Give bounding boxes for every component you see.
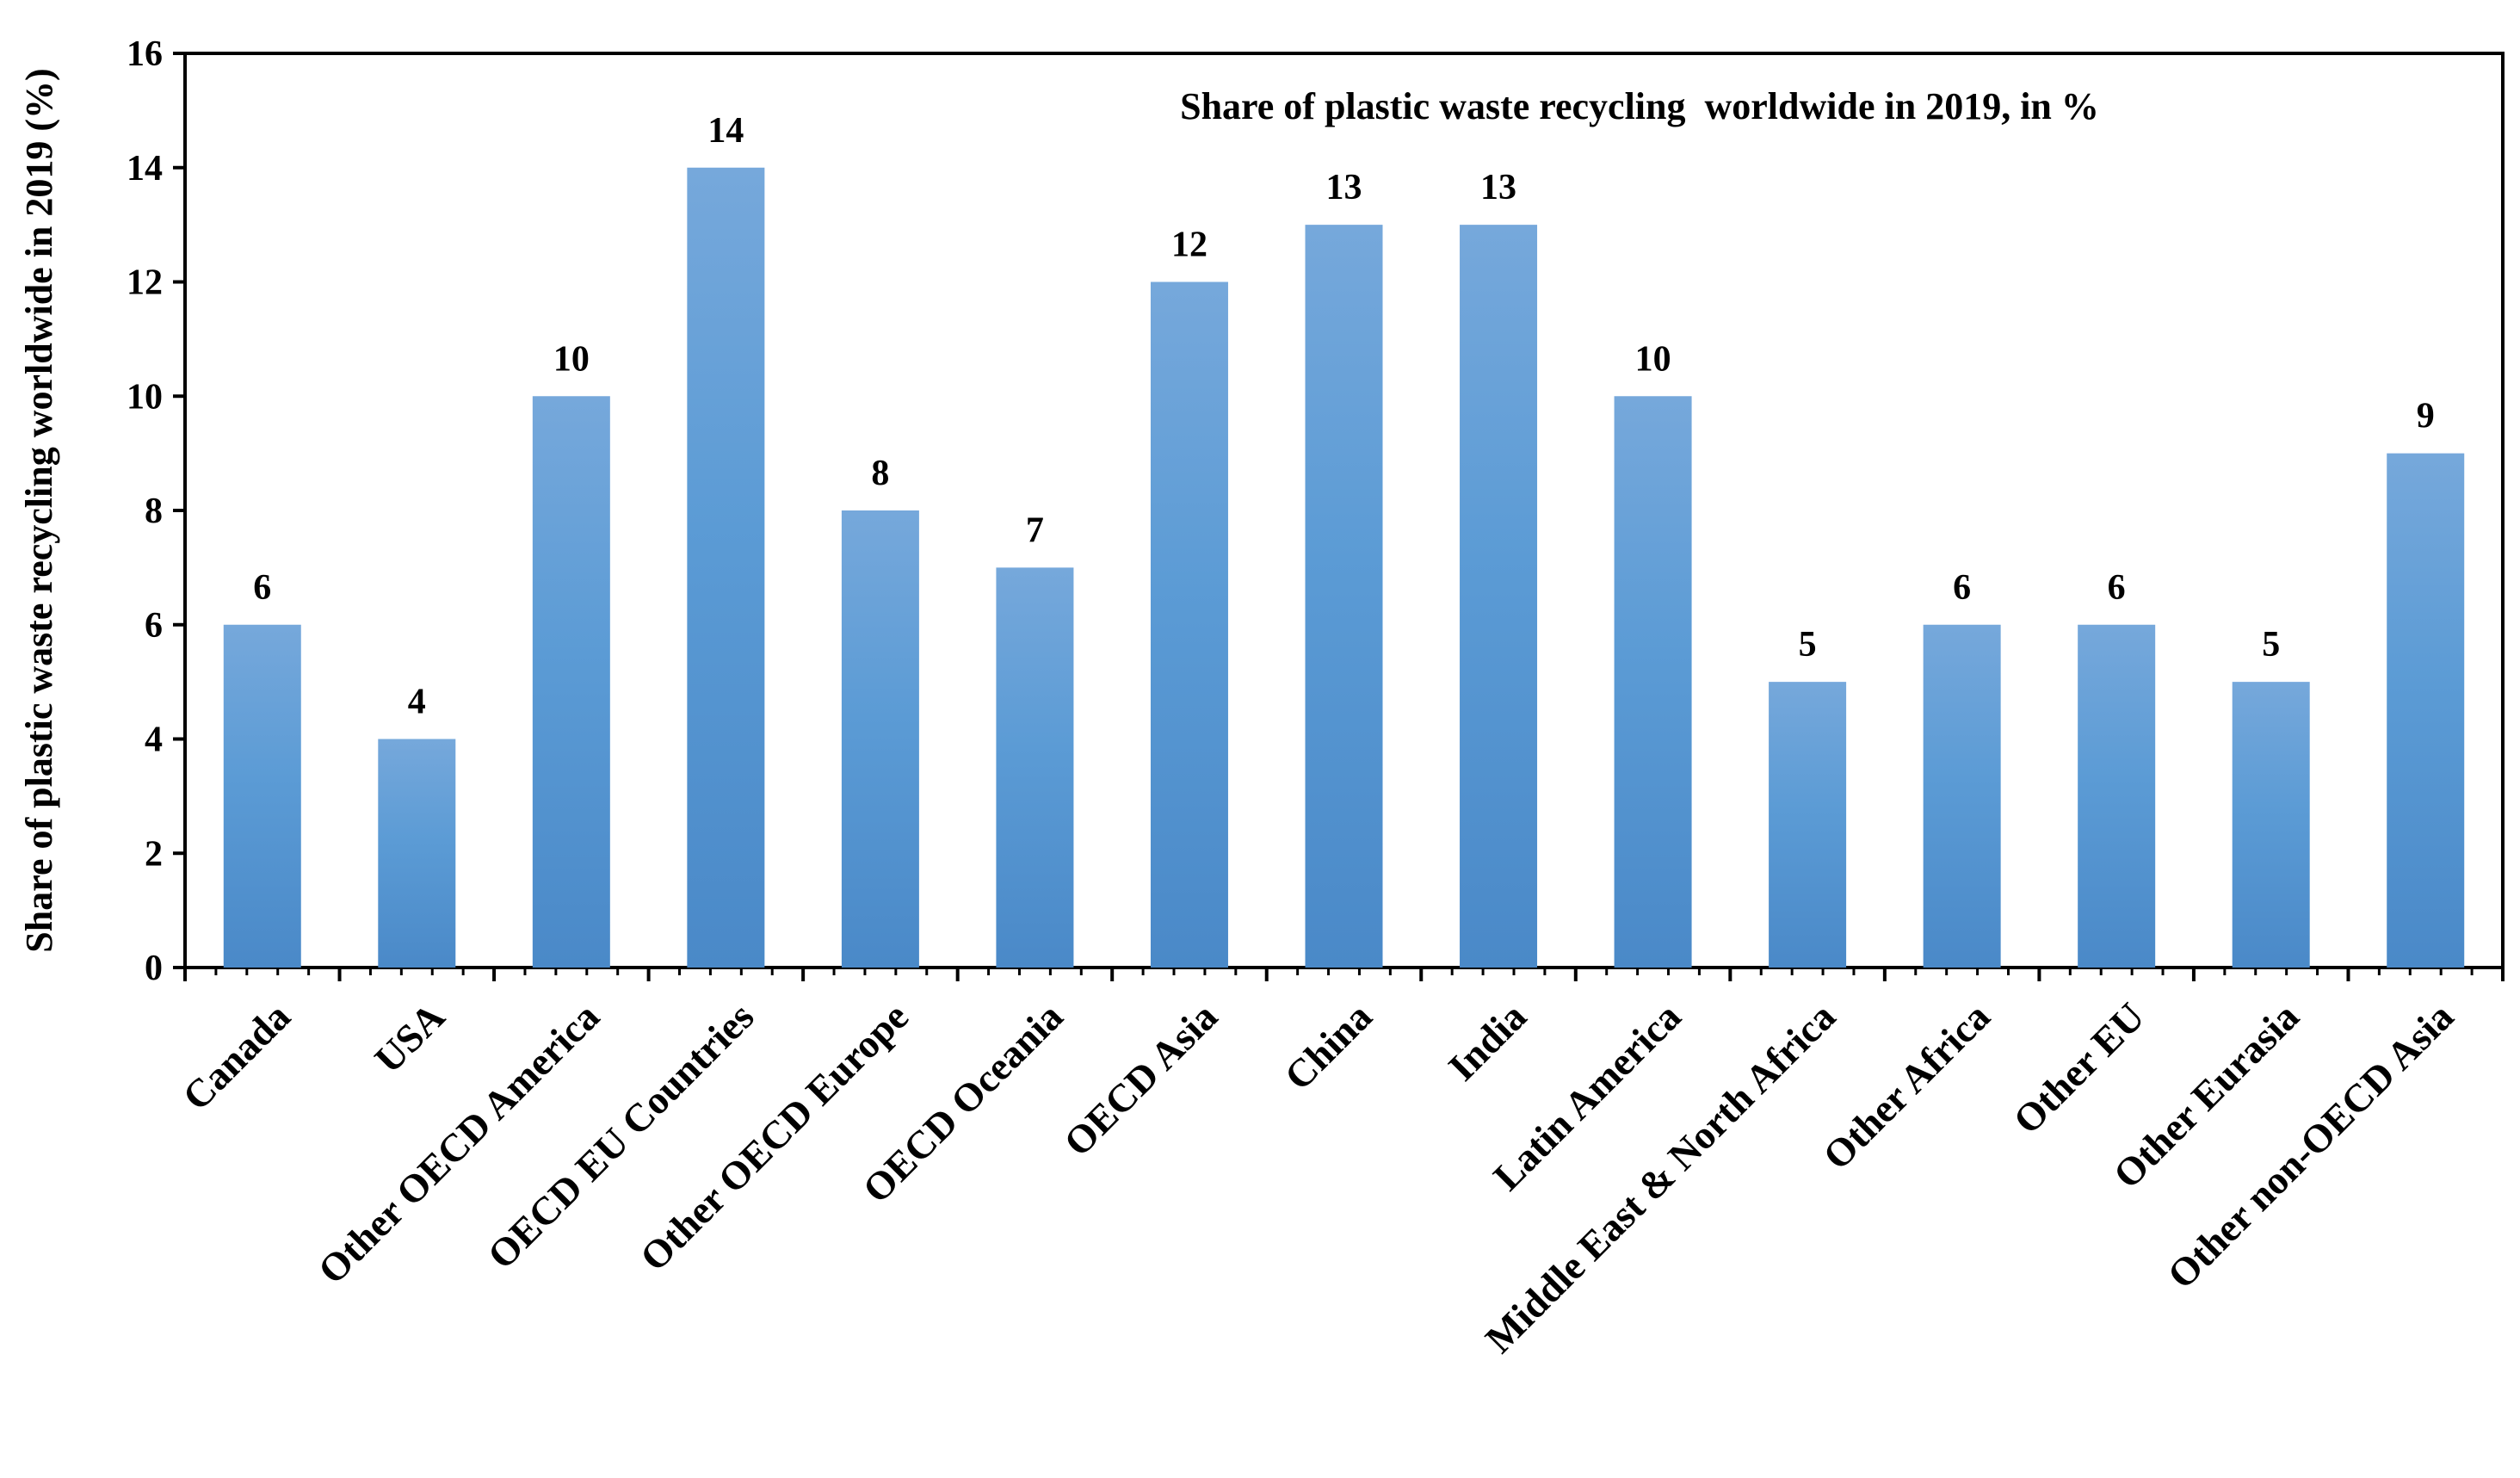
data-label: 7 xyxy=(1026,510,1044,550)
data-label: 13 xyxy=(1480,168,1516,207)
y-tick-label: 14 xyxy=(127,149,163,189)
bar xyxy=(841,510,919,968)
data-label: 5 xyxy=(2262,625,2280,665)
data-label: 10 xyxy=(1635,339,1671,379)
bar xyxy=(1460,225,1538,968)
bar xyxy=(687,167,765,968)
chart-title: Share of plastic waste recycling worldwi… xyxy=(1180,85,2099,127)
category-label: Other Africa xyxy=(1814,994,1998,1178)
data-label: 10 xyxy=(553,339,590,379)
bar xyxy=(223,624,301,968)
bar xyxy=(1150,281,1228,968)
y-tick-label: 6 xyxy=(145,606,163,646)
category-label: India xyxy=(1440,994,1535,1089)
data-label: 8 xyxy=(871,454,889,493)
data-label: 12 xyxy=(1171,226,1208,265)
bar xyxy=(1614,396,1692,968)
data-label: 13 xyxy=(1326,168,1362,207)
data-label: 5 xyxy=(1799,625,1817,665)
bar xyxy=(378,739,456,968)
bar xyxy=(532,396,610,968)
data-label: 4 xyxy=(408,683,426,722)
bar xyxy=(2387,453,2465,968)
data-label: 9 xyxy=(2417,397,2435,436)
bar xyxy=(1305,225,1383,968)
category-label: OECD EU Countries xyxy=(479,994,763,1277)
bar xyxy=(996,567,1074,968)
data-label: 14 xyxy=(707,111,744,151)
category-label: Other OECD America xyxy=(310,994,608,1292)
category-label: OECD Asia xyxy=(1055,994,1226,1165)
bar xyxy=(2232,682,2310,968)
y-tick-label: 16 xyxy=(127,34,163,74)
y-tick-label: 12 xyxy=(127,263,163,303)
category-label: Other OECD Europe xyxy=(632,994,917,1279)
y-tick-label: 8 xyxy=(145,492,163,531)
data-label: 6 xyxy=(1953,568,1971,608)
category-label: Other non-OECD Asia xyxy=(2159,994,2462,1297)
bar xyxy=(1769,682,1847,968)
y-tick-label: 2 xyxy=(145,834,163,874)
y-tick-label: 0 xyxy=(145,949,163,988)
category-label: Other EU xyxy=(2004,994,2152,1142)
category-label: USA xyxy=(366,994,453,1081)
bar xyxy=(2078,624,2156,968)
data-label: 6 xyxy=(253,568,271,608)
data-label: 6 xyxy=(2108,568,2126,608)
category-label: China xyxy=(1276,994,1380,1098)
bar xyxy=(1923,624,2001,968)
category-label: Canada xyxy=(174,994,299,1119)
y-tick-label: 10 xyxy=(127,377,163,417)
y-tick-label: 4 xyxy=(145,720,163,760)
y-axis-title: Share of plastic waste recycling worldwi… xyxy=(18,68,60,952)
